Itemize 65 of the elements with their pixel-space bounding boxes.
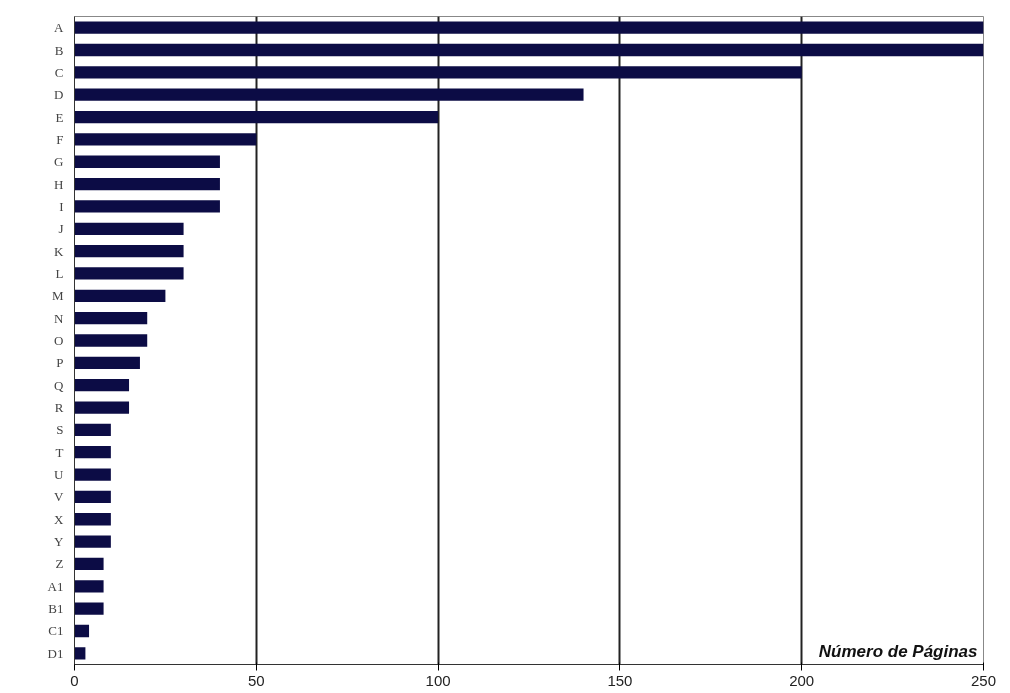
bar	[74, 356, 140, 369]
bar	[74, 379, 130, 392]
bar	[74, 222, 184, 235]
y-tick-label: I	[59, 198, 64, 214]
y-tick-label: V	[54, 489, 65, 505]
y-tick-label: U	[54, 467, 65, 483]
bar	[74, 312, 148, 325]
x-tick-label: 200	[789, 671, 815, 689]
y-tick-label: K	[54, 243, 65, 259]
y-tick-label: P	[56, 355, 64, 371]
y-tick-label: A	[54, 20, 65, 36]
bar	[74, 468, 111, 481]
bar	[74, 557, 104, 571]
bar	[74, 66, 802, 79]
bar	[74, 244, 184, 258]
y-tick-label: H	[54, 176, 64, 192]
y-tick-label: D	[54, 87, 64, 103]
bar	[74, 88, 584, 101]
bar	[74, 155, 220, 168]
y-tick-label: J	[58, 221, 64, 237]
bar	[74, 21, 984, 34]
x-tick-label: 150	[607, 671, 633, 689]
y-tick-label: G	[54, 154, 64, 170]
x-tick-label: 250	[970, 671, 997, 689]
y-tick-label: L	[55, 265, 64, 281]
y-tick-label: B	[54, 42, 64, 58]
bar	[74, 602, 104, 615]
bar	[74, 267, 184, 280]
bar	[74, 580, 104, 593]
y-tick-label: N	[54, 310, 65, 326]
y-tick-label: Q	[54, 377, 65, 393]
bar	[74, 624, 90, 638]
bar	[74, 177, 220, 191]
y-tick-label: X	[54, 511, 65, 527]
bar	[74, 535, 111, 548]
y-tick-label: S	[56, 422, 64, 438]
y-tick-label: M	[51, 288, 64, 304]
bar	[74, 200, 220, 213]
y-tick-label: C1	[48, 623, 64, 639]
y-tick-label: E	[55, 109, 64, 125]
bar	[74, 334, 148, 347]
y-tick-label: R	[54, 400, 64, 416]
y-tick-label: O	[54, 333, 64, 348]
bar	[74, 401, 130, 414]
x-tick-label: 50	[247, 671, 265, 689]
x-tick-label: 100	[425, 671, 451, 689]
bar	[74, 423, 111, 437]
x-axis-title: Número de Páginas	[818, 641, 978, 661]
y-tick-label: T	[55, 444, 64, 460]
y-tick-label: A1	[47, 578, 64, 594]
bar	[74, 289, 166, 302]
bar	[74, 513, 111, 526]
bar	[74, 446, 111, 459]
bar	[74, 43, 984, 57]
y-tick-label: Z	[55, 556, 64, 572]
x-tick-label: 0	[70, 671, 79, 689]
bar	[74, 133, 257, 146]
y-tick-label: F	[56, 131, 64, 147]
y-tick-label: B1	[48, 601, 64, 617]
bar	[74, 110, 439, 124]
y-tick-label: Y	[54, 534, 65, 550]
y-tick-label: D1	[47, 645, 64, 661]
y-tick-label: C	[54, 64, 64, 80]
bar	[74, 647, 86, 660]
bar	[74, 490, 111, 504]
